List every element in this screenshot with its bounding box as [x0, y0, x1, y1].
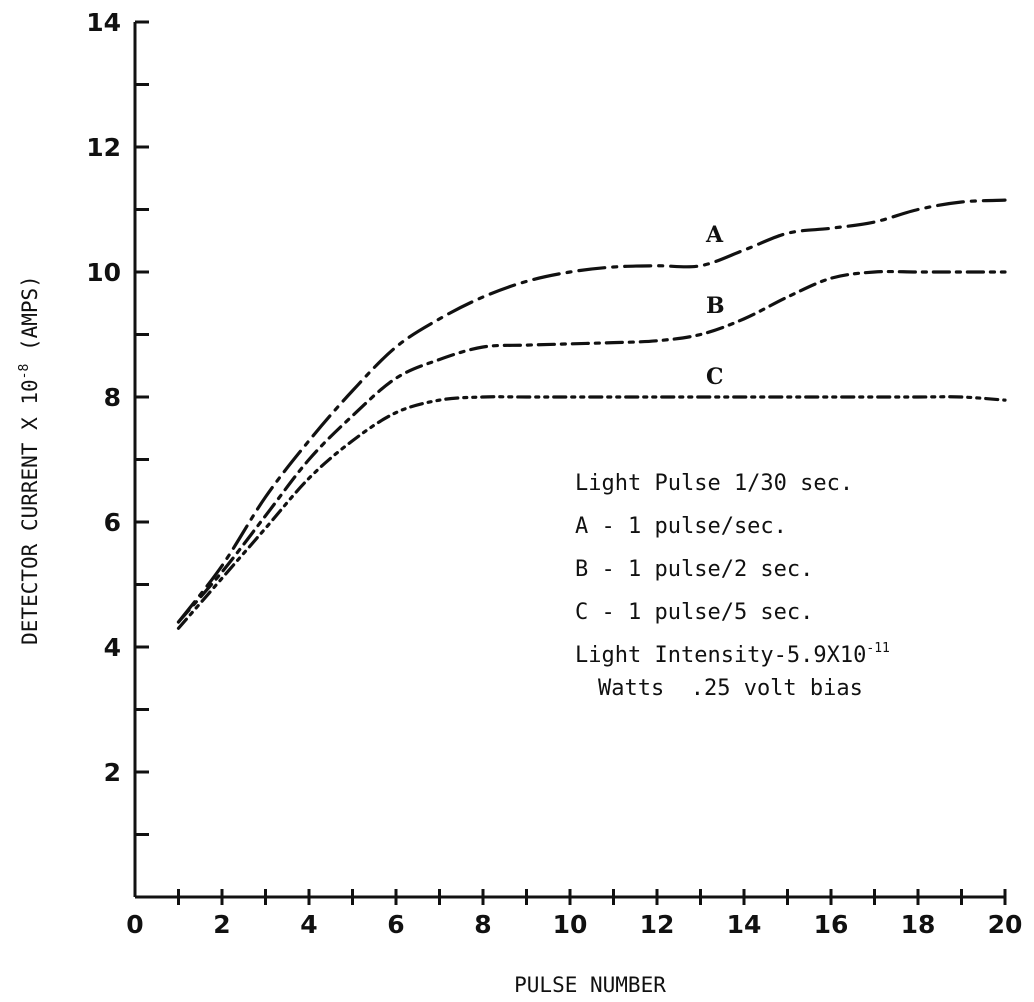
x-tick-label: 2 — [213, 910, 230, 939]
annotation-pulse-length: Light Pulse 1/30 sec. — [575, 471, 853, 496]
annotation-series-c: C - 1 pulse/5 sec. — [575, 600, 813, 625]
annotation-bias: Watts .25 volt bias — [598, 676, 863, 701]
annotation-series-a: A - 1 pulse/sec. — [575, 514, 787, 539]
y-tick-label: 10 — [86, 258, 121, 287]
x-tick-label: 20 — [988, 910, 1023, 939]
x-tick-label: 12 — [640, 910, 675, 939]
annotation-series-b: B - 1 pulse/2 sec. — [575, 557, 813, 582]
x-tick-label: 0 — [126, 910, 143, 939]
annotation-light-intensity: Light Intensity-5.9X10-11 — [575, 641, 890, 668]
series-labels: A B C — [705, 222, 725, 390]
x-tick-label: 8 — [474, 910, 491, 939]
axes — [133, 22, 1005, 899]
x-tick-label: 16 — [814, 910, 849, 939]
annotation-block: Light Pulse 1/30 sec. A - 1 pulse/sec. B… — [575, 471, 890, 701]
y-tick-label: 2 — [104, 758, 121, 787]
series-line-c — [176, 395, 1007, 630]
x-tick-label: 14 — [727, 910, 762, 939]
y-tick-label: 4 — [104, 633, 121, 662]
ticks — [135, 20, 1007, 905]
series-label-c: C — [706, 364, 724, 390]
x-axis-title: PULSE NUMBER — [514, 973, 666, 997]
y-tick-label: 8 — [104, 383, 121, 412]
y-tick-label: 12 — [86, 133, 121, 162]
y-axis-title-exponent: -8 — [17, 364, 32, 380]
x-tick-label: 6 — [387, 910, 404, 939]
series-label-a: A — [705, 222, 724, 248]
y-axis-title-suffix: (AMPS) — [18, 275, 42, 364]
series-line-b — [176, 269, 1007, 624]
y-tick-label: 14 — [86, 8, 121, 37]
series-label-b: B — [706, 293, 725, 319]
x-tick-label: 10 — [553, 910, 588, 939]
annotation-light-intensity-exponent: -11 — [866, 641, 889, 656]
y-tick-label: 6 — [104, 508, 121, 537]
y-axis-title: DETECTOR CURRENT X 10-8 (AMPS) — [17, 275, 42, 645]
x-tick-label: 4 — [300, 910, 317, 939]
y-axis-title-prefix: DETECTOR CURRENT X 10 — [18, 379, 42, 645]
tick-labels: 0 2 4 6 8 10 12 14 16 18 20 2 4 6 8 10 12 14 — [86, 8, 1022, 939]
series-line-a — [176, 198, 1007, 624]
x-tick-label: 18 — [901, 910, 936, 939]
annotation-light-intensity-prefix: Light Intensity-5.9X10 — [575, 643, 866, 668]
series-lines — [176, 198, 1007, 630]
